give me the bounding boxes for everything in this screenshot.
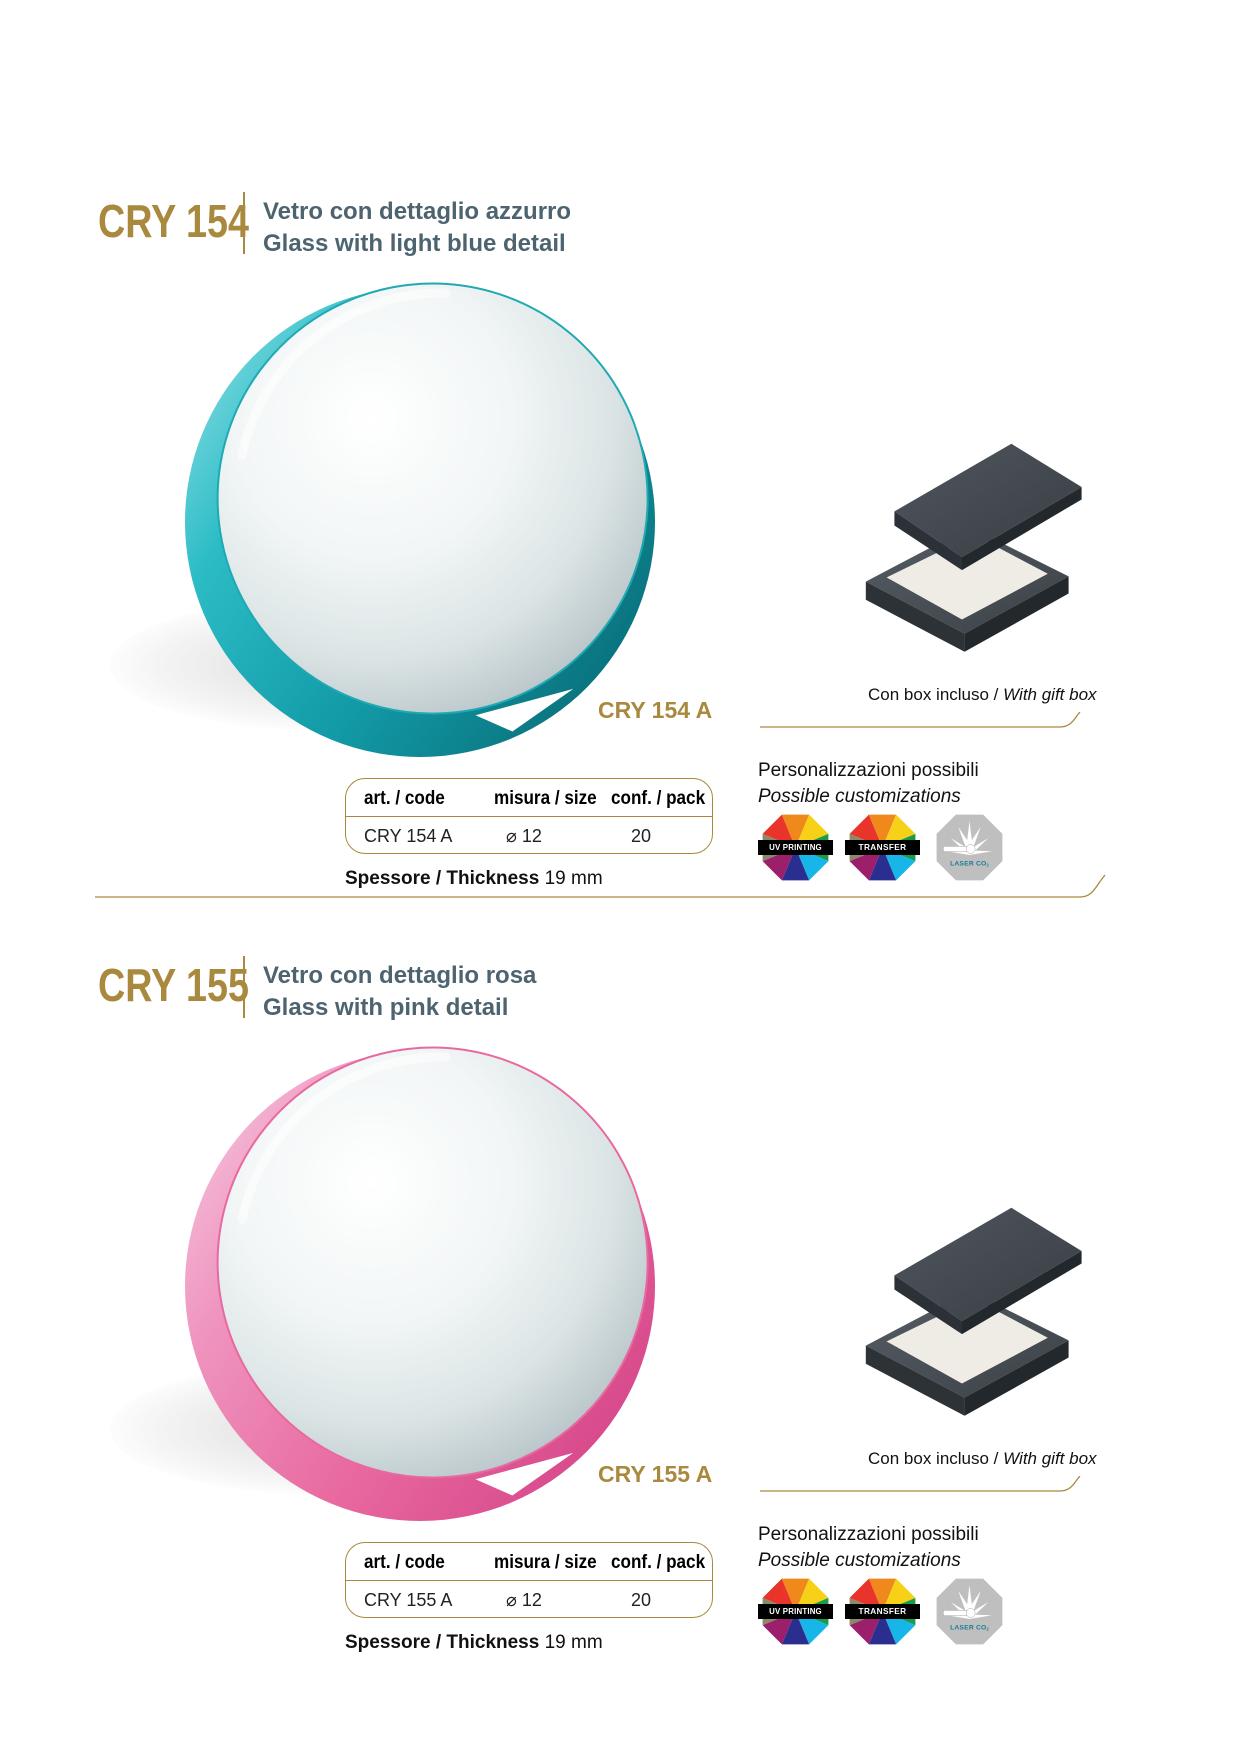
svg-text:UV PRINTING: UV PRINTING — [769, 1607, 822, 1616]
svg-text:LASER CO2: LASER CO2 — [950, 1625, 989, 1632]
svg-text:TRANSFER: TRANSFER — [859, 1607, 907, 1616]
